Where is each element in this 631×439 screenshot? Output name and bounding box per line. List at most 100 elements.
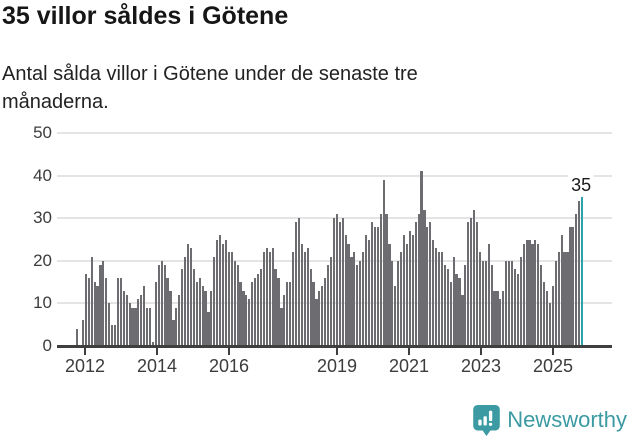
bar [496, 290, 499, 346]
bar [516, 273, 519, 346]
bar [300, 243, 303, 346]
bar [391, 260, 394, 346]
bar [306, 248, 309, 346]
y-axis-tick-label: 10 [33, 293, 52, 313]
bar [81, 320, 85, 346]
bar [543, 282, 546, 346]
bar [256, 273, 260, 346]
bar [280, 307, 283, 346]
bar [560, 235, 563, 346]
bar [364, 235, 368, 346]
x-axis-tick [408, 347, 410, 355]
bar [90, 256, 93, 346]
bar [519, 256, 522, 346]
bar [242, 290, 245, 346]
bar [321, 286, 324, 346]
bar [455, 273, 458, 346]
bar [446, 269, 449, 346]
bar [154, 282, 157, 346]
bar [102, 260, 105, 346]
bar [531, 243, 534, 346]
x-axis-tick-label: 2012 [64, 356, 106, 376]
bar [157, 265, 160, 346]
bar [426, 226, 429, 346]
bar [148, 307, 152, 346]
bar [329, 256, 333, 346]
bar [140, 294, 143, 346]
bar [166, 277, 169, 346]
bar [400, 252, 403, 346]
bar [216, 239, 219, 346]
bar [566, 252, 569, 346]
bar [420, 171, 423, 346]
bar [131, 307, 134, 346]
bar [382, 179, 385, 346]
bar [397, 260, 400, 346]
bar [548, 303, 552, 346]
bar [271, 248, 274, 346]
bar [134, 307, 137, 346]
bar [297, 218, 301, 346]
bar [563, 252, 566, 346]
bar [554, 260, 557, 346]
bar [578, 201, 581, 346]
bar [487, 243, 490, 346]
bar [327, 265, 330, 346]
bar [510, 260, 514, 346]
bar [175, 307, 178, 346]
bar [437, 252, 441, 346]
y-axis-tick-label: 40 [33, 165, 52, 185]
bar [414, 222, 417, 346]
x-axis-tick [228, 347, 230, 355]
bar [219, 235, 222, 346]
x-axis-tick-label: 2014 [136, 356, 178, 376]
bar [324, 277, 327, 346]
x-axis-tick [336, 347, 338, 355]
bar [440, 252, 444, 346]
bar [315, 299, 318, 346]
bar [394, 286, 397, 346]
bar [277, 277, 280, 346]
bar [545, 290, 549, 346]
bar [99, 265, 102, 346]
bar [160, 260, 163, 346]
bar [207, 311, 210, 346]
bar [332, 218, 336, 346]
bar [423, 209, 426, 346]
y-axis-tick-label: 50 [33, 123, 52, 142]
x-axis-tick-label: 2025 [532, 356, 574, 376]
bar [84, 273, 87, 346]
bar [198, 277, 201, 346]
bar [137, 299, 140, 346]
x-axis-tick [156, 347, 158, 355]
bar [478, 252, 482, 346]
bar [189, 248, 193, 346]
bar [502, 290, 505, 346]
bar [178, 294, 181, 346]
bar [575, 213, 578, 346]
x-axis-line [57, 345, 612, 348]
bar [449, 282, 452, 346]
bar [113, 324, 117, 346]
bar [146, 307, 149, 346]
y-axis-tick-label: 30 [33, 208, 52, 228]
bar [411, 235, 414, 346]
bar [224, 239, 228, 346]
bar [125, 294, 128, 346]
bar [210, 290, 213, 346]
bar [373, 226, 376, 346]
bar [356, 265, 359, 346]
brand-footer: Newsworthy [473, 404, 627, 436]
bar [359, 260, 362, 346]
bar [341, 218, 344, 346]
bar [432, 239, 435, 346]
bar [259, 269, 263, 346]
bar [461, 294, 464, 346]
x-axis-tick-label: 2023 [460, 356, 502, 376]
bar [192, 269, 195, 346]
bar [551, 286, 554, 346]
bar [184, 256, 187, 346]
bar [286, 282, 289, 346]
bar [493, 290, 496, 346]
bar [522, 243, 525, 346]
